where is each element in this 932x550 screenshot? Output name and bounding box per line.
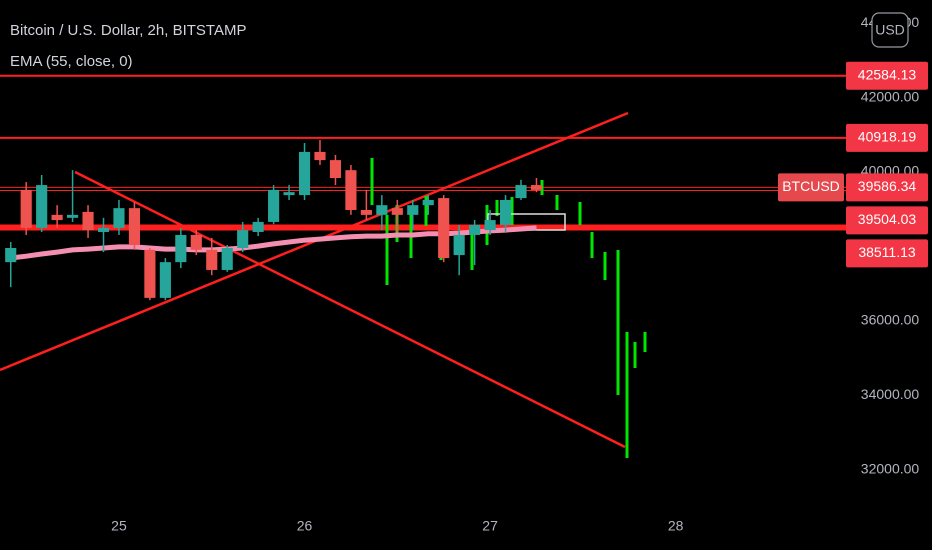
candle-body	[82, 211, 94, 231]
price-label: 40918.19	[858, 129, 917, 145]
candle-body	[298, 151, 311, 196]
y-tick-label: 36000.00	[861, 312, 920, 328]
x-tick-label: 28	[668, 518, 684, 534]
candle-body	[376, 205, 388, 215]
candle-body	[515, 185, 527, 199]
label-layer: 42584.13 40918.19 39586.34 BTCUSD 39504.03 38…	[778, 61, 928, 268]
y-tick-label: 34000.00	[861, 386, 920, 402]
candle-body	[159, 262, 171, 298]
candle-body	[36, 185, 48, 228]
candle-body	[499, 199, 512, 225]
candle-body	[252, 221, 264, 232]
candle-body	[97, 227, 110, 232]
price-label-bg	[846, 173, 928, 202]
y-tick-label: 32000.00	[861, 461, 920, 477]
price-label-bg	[846, 239, 928, 268]
price-label-bg	[846, 61, 928, 90]
data-layer	[5, 140, 543, 301]
candle-body	[484, 220, 496, 231]
candle-body	[530, 185, 543, 190]
candle-body	[20, 189, 32, 228]
x-tick-label: 26	[297, 518, 313, 534]
chart-title: Bitcoin / U.S. Dollar, 2h, BITSTAMP	[10, 22, 246, 39]
symbol-label: BTCUSD	[782, 178, 840, 194]
candle-body	[237, 230, 249, 248]
candle-body	[128, 208, 141, 246]
candle-body	[175, 234, 187, 263]
candle-body	[67, 214, 79, 218]
currency-button[interactable]	[871, 12, 909, 48]
currency-label[interactable]: USD	[875, 22, 905, 38]
price-label-bg	[846, 123, 928, 152]
candle-body	[422, 199, 434, 206]
candle-body	[453, 234, 465, 256]
candle-body	[221, 247, 233, 270]
candle-body	[268, 189, 280, 222]
price-label: 42584.13	[858, 67, 917, 83]
candle-body	[329, 160, 342, 178]
candle-body	[190, 234, 202, 250]
candle-body	[206, 249, 218, 270]
price-label: 39504.03	[858, 211, 917, 227]
x-tick-label: 25	[111, 518, 127, 534]
x-tick-label: 27	[482, 518, 498, 534]
price-label: 39586.34	[858, 178, 917, 194]
trend-line	[74, 170, 626, 449]
candle-body	[314, 151, 326, 161]
candle-body	[407, 205, 419, 215]
y-tick-label: 42000.00	[861, 88, 920, 104]
candle-body	[469, 224, 481, 235]
candle-body	[113, 208, 125, 228]
symbol-label-bg	[778, 173, 844, 202]
price-label-bg	[846, 206, 928, 235]
candle-body	[391, 208, 403, 215]
candle-body	[283, 192, 295, 196]
candle-body	[360, 210, 372, 215]
price-line-layer	[0, 74, 846, 231]
price-label: 38511.13	[858, 244, 916, 260]
candle-body	[438, 198, 450, 259]
candle-body	[345, 170, 357, 211]
candle-body	[51, 214, 63, 221]
candle-body	[144, 249, 156, 298]
candle-body	[5, 247, 17, 263]
indicator-label: EMA (55, close, 0)	[10, 53, 133, 70]
